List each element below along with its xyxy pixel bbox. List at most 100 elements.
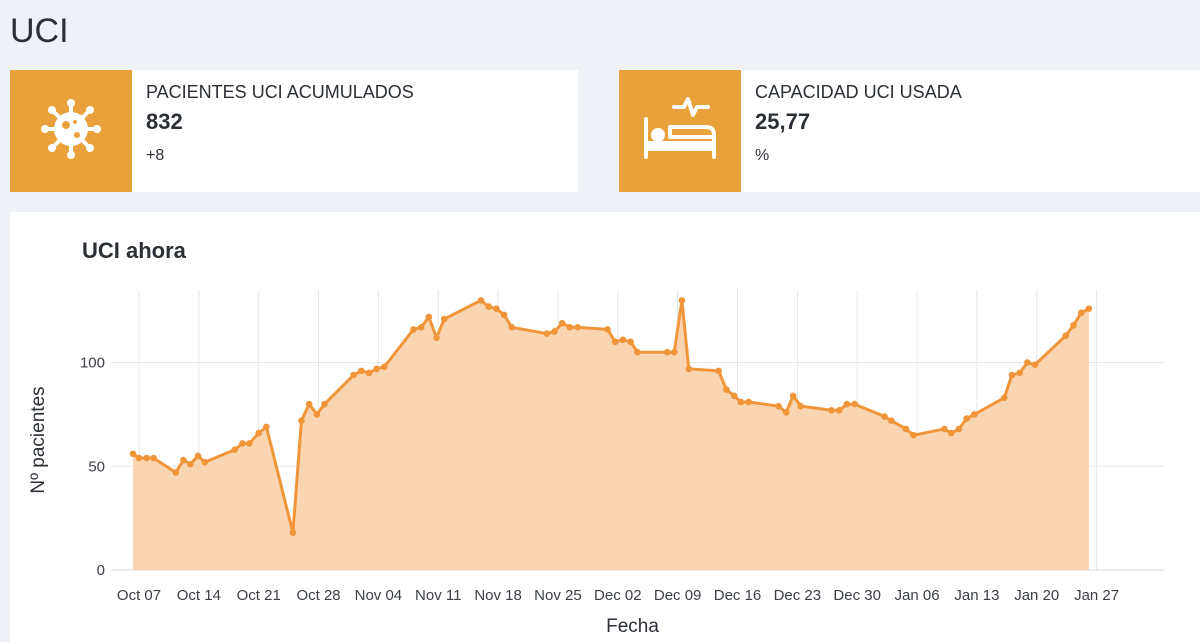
data-point[interactable] [611, 338, 619, 346]
data-point[interactable] [941, 425, 948, 433]
data-point[interactable] [1016, 369, 1023, 377]
data-point[interactable] [500, 311, 508, 319]
data-point[interactable] [1070, 321, 1077, 329]
data-point[interactable] [543, 330, 551, 337]
icu-area-chart[interactable]: Oct 07 Oct 14 Oct 21 Oct 28 Nov 04 Nov 11 Nov … [10, 212, 1200, 642]
data-point[interactable] [194, 452, 202, 460]
data-point[interactable] [1085, 305, 1093, 312]
data-point[interactable] [231, 446, 239, 454]
data-point[interactable] [135, 454, 143, 462]
data-point[interactable] [1077, 309, 1085, 317]
info-box-icon-area [619, 70, 741, 192]
data-point[interactable] [508, 324, 516, 331]
info-box-icu-capacity: CAPACIDAD UCI USADA 25,77 % [619, 70, 1200, 192]
data-point[interactable] [664, 348, 671, 356]
data-point[interactable] [910, 431, 917, 439]
data-point[interactable] [440, 315, 448, 323]
data-point[interactable] [298, 417, 305, 424]
x-tick-label: Jan 27 [1074, 587, 1119, 604]
series-area-fill [133, 300, 1089, 570]
data-point[interactable] [828, 406, 835, 414]
data-point[interactable] [782, 409, 790, 416]
data-point[interactable] [187, 460, 194, 468]
data-point[interactable] [180, 456, 187, 464]
data-point[interactable] [902, 425, 910, 433]
data-point[interactable] [381, 363, 388, 371]
data-point[interactable] [150, 454, 157, 462]
data-point[interactable] [881, 413, 888, 420]
data-point[interactable] [365, 369, 373, 377]
data-point[interactable] [797, 402, 805, 410]
x-tick-label: Nov 25 [534, 587, 582, 604]
data-point[interactable] [775, 402, 782, 410]
data-point[interactable] [947, 429, 955, 437]
data-point[interactable] [143, 454, 150, 462]
hospital-bed-icon [640, 96, 720, 166]
x-tick-label: Jan 06 [895, 587, 940, 604]
data-point[interactable] [417, 324, 425, 331]
data-point[interactable] [715, 367, 722, 375]
data-point[interactable] [373, 365, 380, 373]
data-point[interactable] [737, 398, 745, 406]
data-point[interactable] [1000, 394, 1008, 402]
data-point[interactable] [1031, 361, 1039, 368]
data-point[interactable] [305, 400, 313, 408]
data-point[interactable] [723, 386, 730, 393]
data-point[interactable] [551, 328, 558, 335]
data-point[interactable] [730, 392, 738, 400]
data-point[interactable] [888, 417, 895, 424]
data-point[interactable] [493, 305, 500, 312]
data-point[interactable] [358, 367, 365, 375]
chart-area-layer [132, 298, 1090, 570]
data-point[interactable] [670, 348, 678, 356]
x-tick-label: Jan 20 [1014, 587, 1059, 604]
data-point[interactable] [172, 469, 180, 476]
data-point[interactable] [789, 392, 797, 400]
y-tick-label: 0 [97, 562, 105, 579]
data-point[interactable] [485, 303, 492, 310]
x-tick-label: Dec 30 [833, 587, 881, 604]
data-point[interactable] [1008, 371, 1016, 379]
data-point[interactable] [685, 365, 693, 373]
data-point[interactable] [843, 400, 851, 408]
data-point[interactable] [634, 348, 641, 356]
data-point[interactable] [835, 406, 843, 414]
data-point[interactable] [851, 400, 858, 408]
y-tick-label: 50 [88, 458, 105, 475]
data-point[interactable] [289, 529, 297, 536]
virus-icon [39, 97, 103, 166]
data-point[interactable] [574, 324, 581, 331]
y-axis-title: Nº pacientes [28, 386, 49, 493]
data-point[interactable] [963, 415, 970, 422]
data-point[interactable] [350, 371, 357, 379]
data-point[interactable] [263, 423, 270, 431]
x-tick-label: Nov 04 [355, 587, 403, 604]
data-point[interactable] [129, 450, 137, 458]
data-point[interactable] [678, 297, 686, 304]
data-point[interactable] [410, 326, 417, 333]
data-point[interactable] [745, 398, 752, 406]
data-point[interactable] [239, 440, 246, 447]
info-box-value: 832 [146, 109, 183, 134]
data-point[interactable] [255, 429, 262, 437]
data-point[interactable] [425, 313, 433, 321]
data-point[interactable] [245, 440, 253, 447]
data-point[interactable] [566, 324, 574, 331]
data-point[interactable] [1024, 359, 1031, 366]
data-point[interactable] [201, 458, 209, 466]
data-point[interactable] [1062, 332, 1070, 339]
data-point[interactable] [433, 334, 440, 342]
data-point[interactable] [955, 425, 963, 433]
data-point[interactable] [558, 319, 566, 327]
chart-points [129, 297, 1093, 536]
data-point[interactable] [619, 336, 627, 344]
x-tick-label: Oct 21 [237, 587, 281, 604]
data-point[interactable] [313, 411, 321, 418]
data-point[interactable] [627, 338, 634, 346]
data-point[interactable] [604, 326, 611, 333]
data-point[interactable] [971, 411, 978, 418]
data-point[interactable] [321, 400, 328, 408]
info-box-label: CAPACIDAD UCI USADA [755, 82, 962, 102]
x-tick-label: Dec 23 [774, 587, 822, 604]
data-point[interactable] [477, 297, 485, 304]
